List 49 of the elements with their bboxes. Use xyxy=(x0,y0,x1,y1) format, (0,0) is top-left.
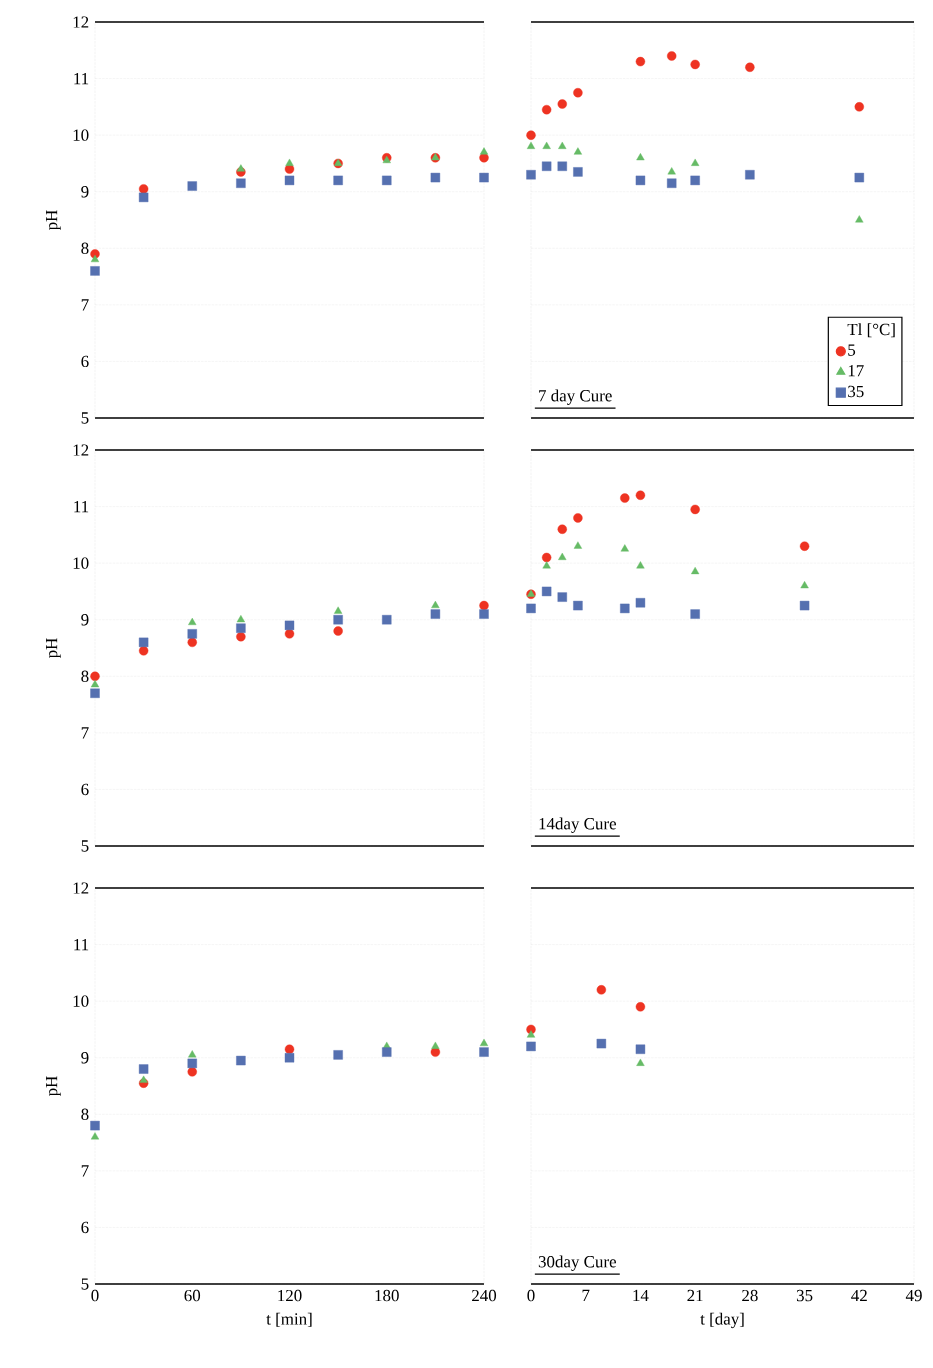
annotation: 7 day Cure xyxy=(539,389,612,405)
legend-title: Tl [°C] xyxy=(847,323,895,338)
y-tick-label: 9 xyxy=(81,186,89,198)
x-tick-label: 21 xyxy=(687,1289,703,1302)
legend-label: 17 xyxy=(848,365,864,377)
y-tick-label: 10 xyxy=(73,995,89,1007)
y-tick-label: 9 xyxy=(81,1052,89,1064)
y-tick-label: 7 xyxy=(81,1165,89,1177)
x-tick-label: 60 xyxy=(184,1289,201,1302)
x-tick-label: 35 xyxy=(796,1289,813,1302)
y-tick-label: 11 xyxy=(74,72,89,85)
y-tick-label: 6 xyxy=(81,355,89,368)
x-axis-title: t [day] xyxy=(700,1312,744,1329)
y-tick-label: 5 xyxy=(81,840,89,852)
y-tick-label: 8 xyxy=(81,242,89,255)
y-tick-label: 7 xyxy=(81,727,89,739)
y-axis-title: pH xyxy=(46,638,61,659)
x-tick-label: 0 xyxy=(527,1289,535,1302)
x-tick-label: 120 xyxy=(278,1289,302,1302)
y-tick-label: 6 xyxy=(81,783,89,796)
y-tick-label: 8 xyxy=(81,670,89,683)
y-tick-label: 10 xyxy=(73,129,89,141)
y-tick-label: 6 xyxy=(81,1221,89,1234)
y-tick-label: 7 xyxy=(81,299,89,311)
x-tick-label: 42 xyxy=(851,1289,867,1302)
annotation: 30day Cure xyxy=(538,1255,616,1271)
x-tick-label: 0 xyxy=(91,1289,99,1302)
x-axis-title: t [min] xyxy=(266,1312,312,1327)
y-axis-title: pH xyxy=(46,1076,61,1097)
legend-label: 5 xyxy=(848,344,856,356)
x-tick-label: 240 xyxy=(472,1289,497,1302)
y-tick-label: 9 xyxy=(81,614,89,626)
y-tick-label: 10 xyxy=(73,557,89,569)
y-tick-label: 11 xyxy=(74,500,89,513)
y-tick-label: 11 xyxy=(74,938,89,951)
y-tick-label: 12 xyxy=(73,16,89,28)
annotation: 14day Cure xyxy=(539,817,616,833)
y-tick-label: 8 xyxy=(81,1108,89,1121)
y-axis-title: pH xyxy=(46,210,61,231)
y-tick-label: 5 xyxy=(81,412,89,424)
y-tick-label: 12 xyxy=(73,882,89,894)
x-tick-label: 28 xyxy=(742,1289,758,1302)
x-tick-label: 14 xyxy=(633,1289,649,1302)
y-tick-label: 12 xyxy=(73,444,89,456)
x-tick-label: 180 xyxy=(375,1289,399,1302)
x-tick-label: 49 xyxy=(905,1289,922,1302)
legend-label: 35 xyxy=(848,385,864,398)
x-tick-label: 7 xyxy=(582,1289,590,1301)
y-tick-label: 5 xyxy=(81,1278,89,1290)
